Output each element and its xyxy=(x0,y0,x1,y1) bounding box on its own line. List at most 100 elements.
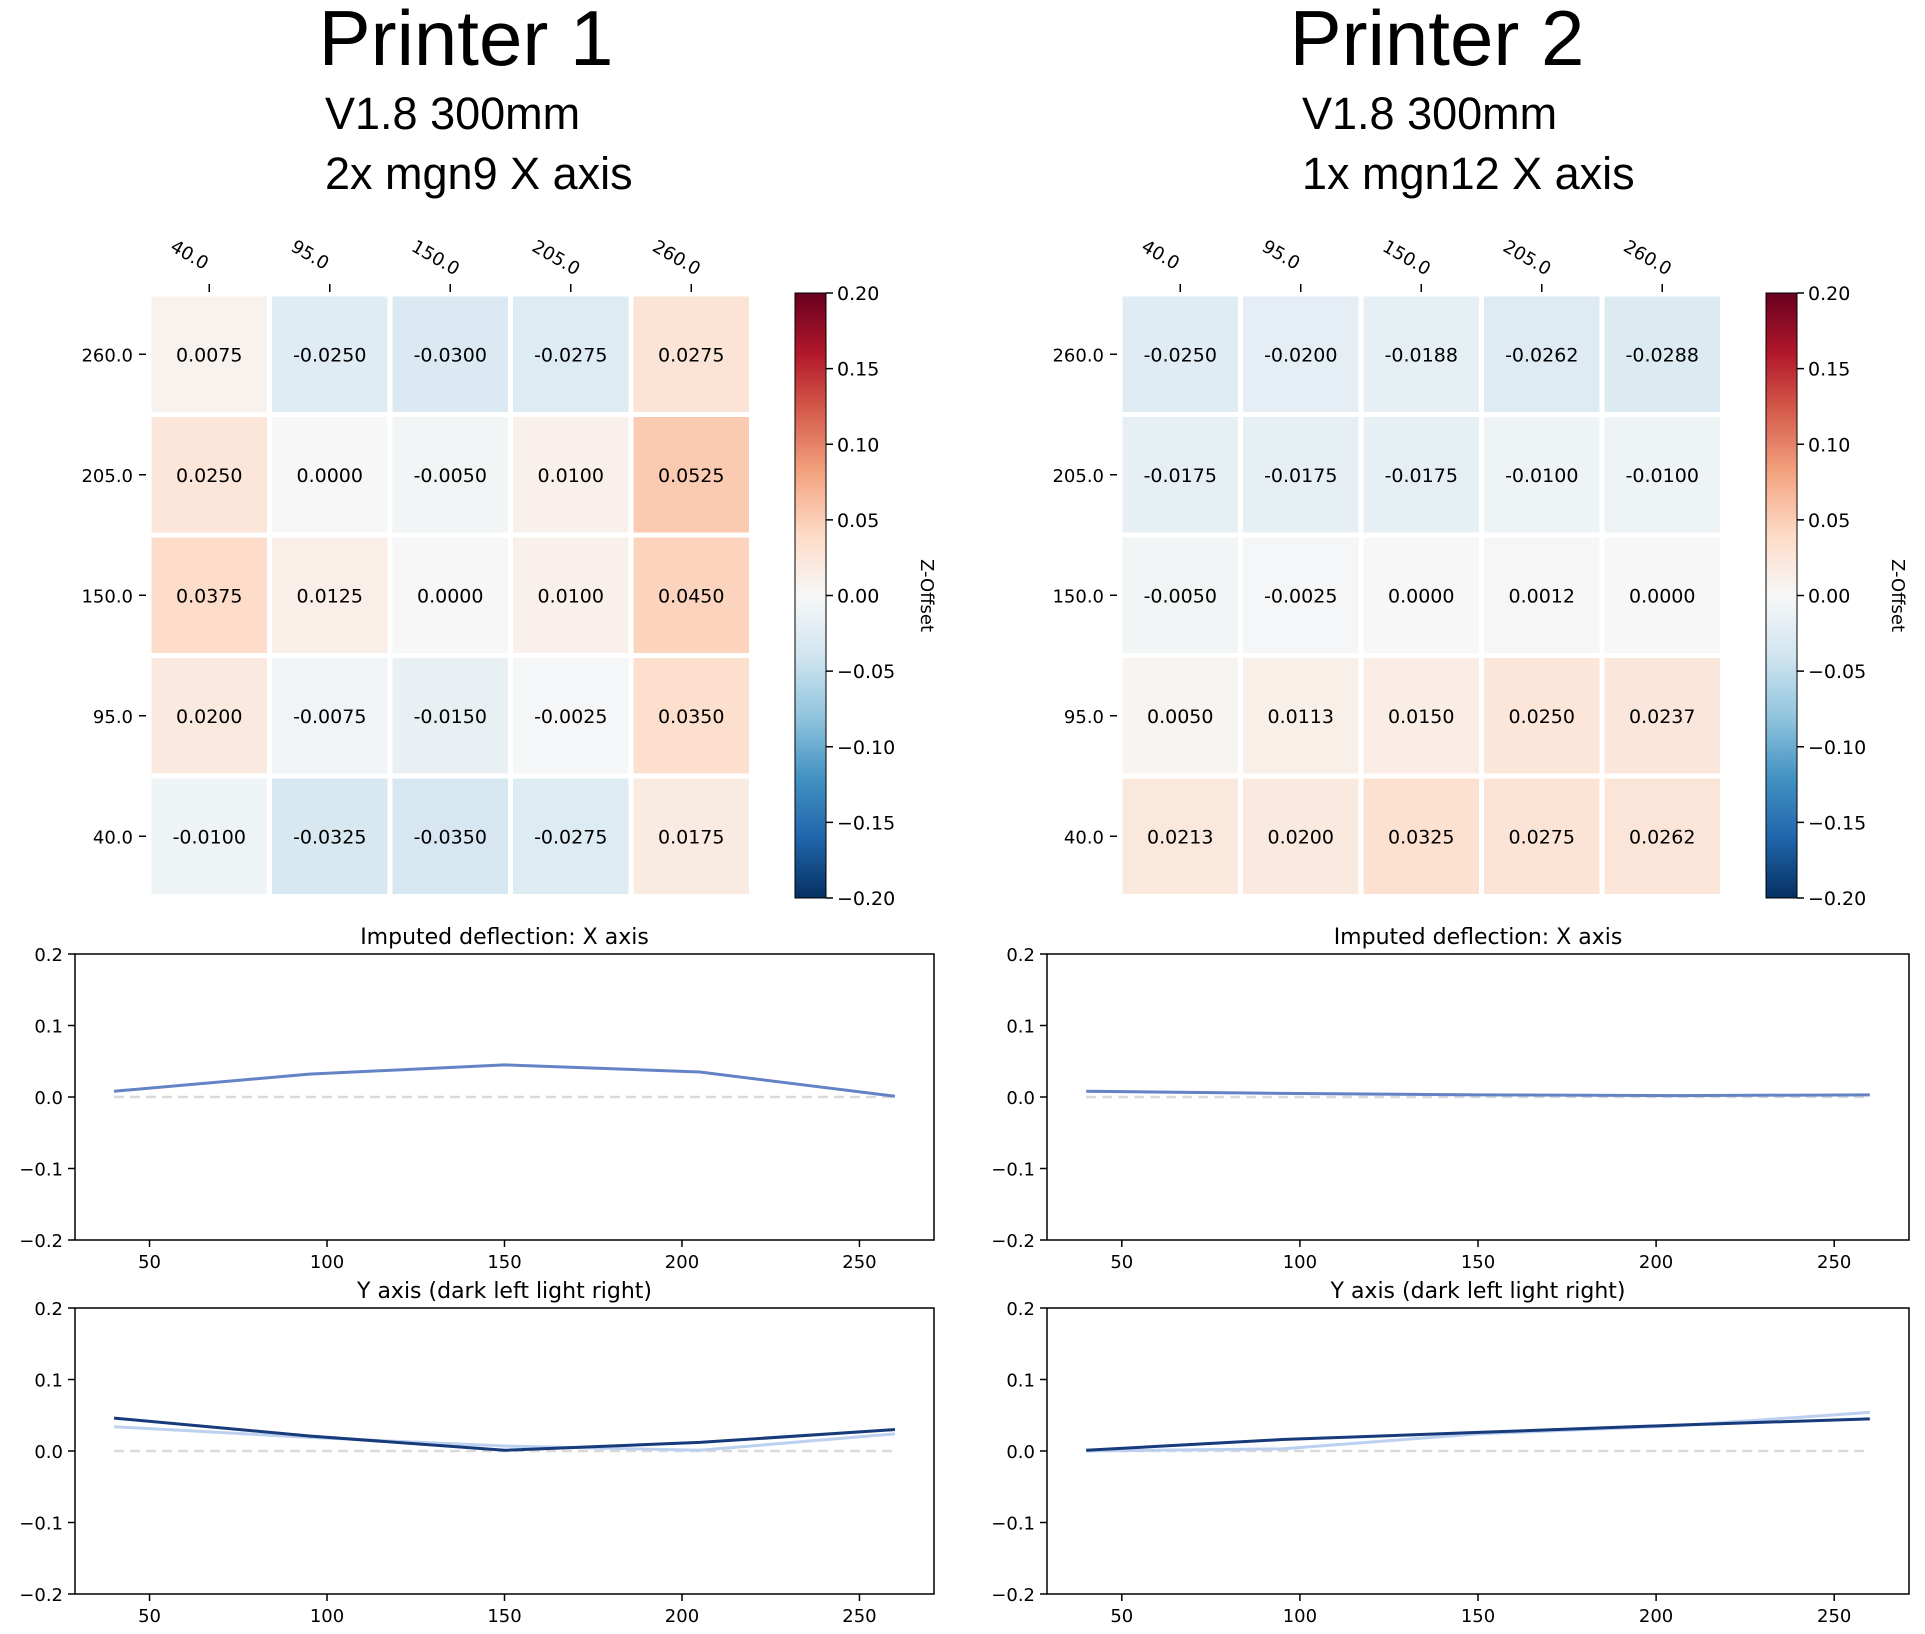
panel-2-heatmap-cell xyxy=(1363,778,1479,894)
panel-2-heatmap-cell-label: -0.0050 xyxy=(1144,585,1217,607)
panel-1-heatmap-cell-label: 0.0250 xyxy=(176,465,242,487)
panel-1-heatmap-y-tick-label: 95.0 xyxy=(93,707,133,728)
panel-2-colorbar-label: Z-Offset xyxy=(1887,559,1908,632)
panel-1-heatmap-cell-label: -0.0250 xyxy=(293,344,366,366)
panel-1-heatmap-cell-label: 0.0525 xyxy=(658,465,724,487)
panel-1-x-axis-chart-title: Imputed deflection: X axis xyxy=(360,925,649,950)
panel-1-x-axis-chart-y-tick-label: −0.1 xyxy=(19,1160,63,1181)
panel-2-heatmap-cell xyxy=(1122,778,1238,894)
panel-2-x-axis-chart-y-tick-label: −0.2 xyxy=(991,1231,1035,1252)
panel-1-heatmap-cell xyxy=(272,658,388,774)
panel-1-heatmap-cell xyxy=(392,417,508,533)
panel-2-heatmap-cell-label: 0.0150 xyxy=(1388,706,1454,728)
panel-1-y-axis-chart-y-tick-label: 0.0 xyxy=(34,1442,63,1463)
panel-2-heatmap-cell xyxy=(1243,537,1359,653)
panel-1-y-axis-chart-series-line xyxy=(113,1425,896,1452)
panel-2-x-axis-chart-x-tick-label: 100 xyxy=(1283,1252,1317,1273)
panel-1-heatmap-x-tick-label: 205.0 xyxy=(528,236,583,280)
panel-2-heatmap-cell xyxy=(1363,537,1479,653)
panel-2-heatmap-cell-label: 0.0050 xyxy=(1147,706,1213,728)
panel-1-heatmap-cell-label: 0.0000 xyxy=(297,465,363,487)
panel-1-heatmap-cell-label: -0.0075 xyxy=(293,706,366,728)
panel-1-heatmap-cell-label: 0.0175 xyxy=(658,826,724,848)
panel-1-x-axis-chart-x-tick-label: 250 xyxy=(842,1252,876,1273)
panel-2-colorbar-tick-label: 0.20 xyxy=(1808,283,1850,305)
panel-2-y-axis-chart-series-line xyxy=(1086,1417,1870,1452)
panel-1-heatmap-x-tick-label: 40.0 xyxy=(167,236,212,274)
panel-2-heatmap-cell xyxy=(1363,296,1479,412)
panel-1-colorbar-tick-label: −0.20 xyxy=(837,888,895,910)
panel-1-colorbar-tick-label: 0.10 xyxy=(837,434,879,456)
panel-1-heatmap-cell xyxy=(392,296,508,412)
panel-2-heatmap-x-tick-label: 150.0 xyxy=(1379,236,1434,280)
panel-2-heatmap-cell xyxy=(1604,658,1720,774)
panel-2-x-axis-chart-series-line xyxy=(1086,1089,1870,1098)
panel-2-heatmap-cell xyxy=(1484,417,1600,533)
panel-2-x-axis-chart-x-tick-label: 200 xyxy=(1639,1252,1673,1273)
panel-2-colorbar-tick-label: 0.15 xyxy=(1808,359,1850,381)
panel-2-heatmap-cell-label: 0.0250 xyxy=(1509,706,1575,728)
panel-1-colorbar-label: Z-Offset xyxy=(916,559,937,632)
panel-2-heatmap-cell-label: -0.0250 xyxy=(1144,344,1217,366)
panel-2-heatmap-x-tick-label: 40.0 xyxy=(1138,236,1183,274)
panel-1-heatmap-x-tick-label: 260.0 xyxy=(649,236,704,280)
panel-2-heatmap-cell xyxy=(1484,658,1600,774)
panel-1-heatmap-cell-label: 0.0100 xyxy=(538,465,604,487)
panel-2-x-axis-chart-x-tick-label: 150 xyxy=(1461,1252,1495,1273)
panel-1-heatmap-x-tick-label: 150.0 xyxy=(408,236,463,280)
panel-1-heatmap-cell xyxy=(272,537,388,653)
panel-1-heatmap-cell xyxy=(151,296,267,412)
panel-1-heatmap-cell xyxy=(151,417,267,533)
panel-2-colorbar-tick-label: 0.05 xyxy=(1808,510,1850,532)
panel-2-heatmap-cell-label: -0.0188 xyxy=(1385,344,1458,366)
panel-2-heatmap-cell-label: -0.0288 xyxy=(1626,344,1699,366)
panel-1-heatmap-cell xyxy=(151,658,267,774)
panel-1-heatmap-cell-label: -0.0100 xyxy=(173,826,246,848)
panel-2-heatmap-cell-label: -0.0200 xyxy=(1264,344,1337,366)
panel-1-heatmap-cell xyxy=(633,778,749,894)
panel-1-heatmap-cell xyxy=(513,417,629,533)
panel-2-heatmap-cell-label: 0.0113 xyxy=(1268,706,1334,728)
panel-1-y-axis-chart-x-tick-label: 200 xyxy=(665,1606,699,1627)
panel-2-heatmap-cell xyxy=(1122,296,1238,412)
panel-1-y-axis-chart-y-tick-label: 0.1 xyxy=(34,1371,63,1392)
panel-1-heatmap-cell-label: 0.0450 xyxy=(658,585,724,607)
panel-2-heatmap-x-tick-label: 260.0 xyxy=(1620,236,1675,280)
panel-2-heatmap-x-tick-label: 205.0 xyxy=(1499,236,1554,280)
panel-1-heatmap-cell xyxy=(513,658,629,774)
panel-1-x-axis-chart-x-tick-label: 150 xyxy=(487,1252,521,1273)
panel-1-heatmap-y-tick-label: 260.0 xyxy=(81,345,133,366)
panel-2-heatmap-cell xyxy=(1484,537,1600,653)
panel-2-y-axis-chart-x-tick-label: 150 xyxy=(1461,1606,1495,1627)
panel-1-y-axis-chart-x-tick-label: 250 xyxy=(842,1606,876,1627)
panel-2-heatmap-cell-label: 0.0213 xyxy=(1147,826,1213,848)
panel-1-heatmap-cell xyxy=(633,658,749,774)
panel-1-colorbar-tick-label: −0.10 xyxy=(837,737,895,759)
panel-1-heatmap-cell-label: 0.0075 xyxy=(176,344,242,366)
panel-2-y-axis-chart-y-tick-label: 0.0 xyxy=(1006,1442,1035,1463)
panel-2-colorbar-tick-label: −0.10 xyxy=(1808,737,1866,759)
panel-2-heatmap-cell-label: 0.0012 xyxy=(1509,585,1575,607)
panel-1-heatmap-cell-label: 0.0275 xyxy=(658,344,724,366)
panel-1-heatmap-y-tick-label: 205.0 xyxy=(81,466,133,487)
panel-1-x-axis-chart-x-tick-label: 50 xyxy=(138,1252,161,1273)
panel-2-heatmap-cell xyxy=(1243,417,1359,533)
panel-2-x-axis-chart-y-tick-label: −0.1 xyxy=(991,1160,1035,1181)
panel-1-heatmap-cell xyxy=(272,778,388,894)
panel-1-x-axis-chart-x-tick-label: 100 xyxy=(310,1252,344,1273)
panel-1-y-axis-chart-y-tick-label: −0.1 xyxy=(19,1514,63,1535)
panel-1-x-axis-chart-series-line xyxy=(113,1063,896,1098)
panel-2-heatmap-cell-label: -0.0100 xyxy=(1626,465,1699,487)
panel-2-heatmap-cell xyxy=(1243,296,1359,412)
panel-2-y-axis-chart-x-tick-label: 50 xyxy=(1110,1606,1133,1627)
panel-1-colorbar-tick-label: −0.05 xyxy=(837,661,895,683)
panel-2-heatmap-cell-label: 0.0000 xyxy=(1388,585,1454,607)
panel-2-colorbar-tick-label: 0.10 xyxy=(1808,434,1850,456)
panel-2-x-axis-chart-x-tick-label: 50 xyxy=(1110,1252,1133,1273)
panel-1-heatmap-cell xyxy=(633,417,749,533)
panel-1-heatmap-cell xyxy=(151,778,267,894)
panel-2-y-axis-chart-y-tick-label: 0.1 xyxy=(1006,1371,1035,1392)
panel-2-colorbar-tick-label: −0.20 xyxy=(1808,888,1866,910)
panel-1-heatmap-cell xyxy=(272,296,388,412)
panel-2-heatmap-cell-label: 0.0000 xyxy=(1629,585,1695,607)
